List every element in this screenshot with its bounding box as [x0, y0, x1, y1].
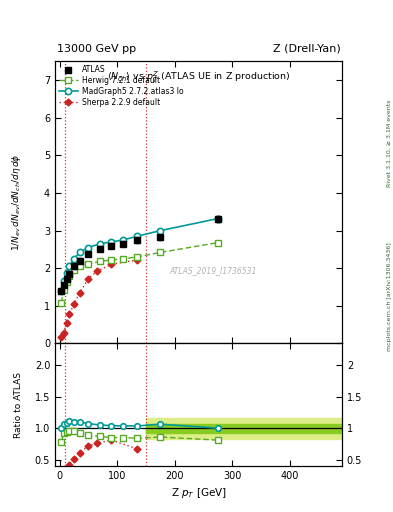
Text: mcplots.cern.ch [arXiv:1306.3436]: mcplots.cern.ch [arXiv:1306.3436]: [387, 243, 392, 351]
Text: Z (Drell-Yan): Z (Drell-Yan): [274, 44, 341, 54]
Y-axis label: $1/N_{ev}\,dN_{ev}/dN_{ch}/d\eta\,d\phi$: $1/N_{ev}\,dN_{ev}/dN_{ch}/d\eta\,d\phi$: [11, 154, 24, 251]
Y-axis label: Ratio to ATLAS: Ratio to ATLAS: [15, 372, 24, 438]
Text: 13000 GeV pp: 13000 GeV pp: [57, 44, 136, 54]
Text: $\langle N_{ch}\rangle$ vs $p_T^Z$ (ATLAS UE in Z production): $\langle N_{ch}\rangle$ vs $p_T^Z$ (ATLA…: [107, 70, 290, 85]
Legend: ATLAS, Herwig 7.2.1 default, MadGraph5 2.7.2.atlas3 lo, Sherpa 2.2.9 default: ATLAS, Herwig 7.2.1 default, MadGraph5 2…: [57, 63, 185, 109]
Text: Rivet 3.1.10, ≥ 3.1M events: Rivet 3.1.10, ≥ 3.1M events: [387, 100, 392, 187]
Text: ATLAS_2019_I1736531: ATLAS_2019_I1736531: [169, 266, 257, 275]
X-axis label: Z $p_T$ [GeV]: Z $p_T$ [GeV]: [171, 486, 226, 500]
